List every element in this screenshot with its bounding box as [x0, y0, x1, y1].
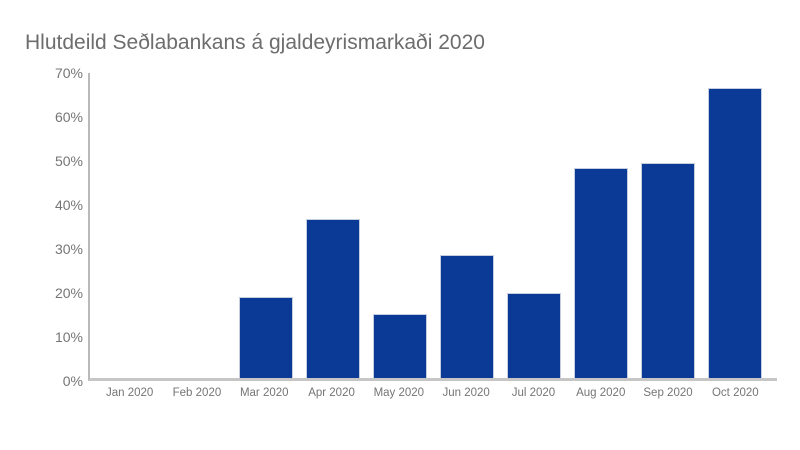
x-tick-label-mar-2020: Mar 2020 — [239, 387, 289, 399]
x-tick-label-jun-2020: Jun 2020 — [442, 387, 490, 399]
y-axis: 0% 10% 20% 30% 40% 50% 60% 70% — [30, 65, 83, 389]
y-tick-label-60: 60% — [54, 109, 83, 125]
bar-slot-jan-2020 — [98, 73, 165, 378]
y-tick-label-50: 50% — [54, 153, 83, 169]
x-tick-label-apr-2020: Apr 2020 — [308, 387, 355, 399]
y-tick-label-20: 20% — [54, 285, 83, 301]
bar-slot-may-2020 — [366, 73, 433, 378]
plot-area — [88, 73, 777, 381]
x-tick-label-jul-2020: Jul 2020 — [511, 387, 556, 399]
bar-slot-aug-2020 — [568, 73, 635, 378]
bar-aug-2020 — [574, 167, 629, 378]
x-tick-label-jan-2020: Jan 2020 — [105, 387, 154, 399]
x-tick-label-feb-2020: Feb 2020 — [172, 387, 222, 399]
bar-slot-apr-2020 — [299, 73, 366, 378]
bar-oct-2020 — [708, 88, 763, 378]
bar-slot-mar-2020 — [232, 73, 299, 378]
bar-may-2020 — [372, 314, 427, 378]
bar-apr-2020 — [305, 218, 360, 378]
bar-slot-jun-2020 — [433, 73, 500, 378]
bar-slot-sep-2020 — [635, 73, 702, 378]
bar-slot-jul-2020 — [501, 73, 568, 378]
bar-slot-oct-2020 — [702, 73, 769, 378]
chart-title: Hlutdeild Seðlabankans á gjaldeyrismarka… — [25, 31, 485, 54]
y-tick-label-40: 40% — [54, 197, 83, 213]
x-axis: Jan 2020 Feb 2020 Mar 2020 Apr 2020 May 2020… — [88, 387, 777, 399]
y-tick-label-10: 10% — [54, 329, 83, 345]
x-tick-label-oct-2020: Oct 2020 — [711, 387, 759, 399]
x-tick-label-aug-2020: Aug 2020 — [576, 387, 626, 399]
bar-jul-2020 — [507, 293, 562, 378]
x-tick-label-may-2020: May 2020 — [373, 387, 425, 399]
bar-sep-2020 — [641, 162, 696, 378]
bar-mar-2020 — [238, 297, 293, 378]
y-tick-label-30: 30% — [54, 241, 83, 257]
bar-jun-2020 — [440, 254, 495, 378]
y-tick-label-70: 70% — [54, 65, 83, 81]
bar-chart: 0% 10% 20% 30% 40% 50% 60% 70% Jan 2020 Feb 2020… — [30, 65, 777, 403]
bar-slot-feb-2020 — [165, 73, 232, 378]
x-tick-label-sep-2020: Sep 2020 — [643, 387, 693, 399]
y-tick-label-0: 0% — [62, 373, 83, 389]
